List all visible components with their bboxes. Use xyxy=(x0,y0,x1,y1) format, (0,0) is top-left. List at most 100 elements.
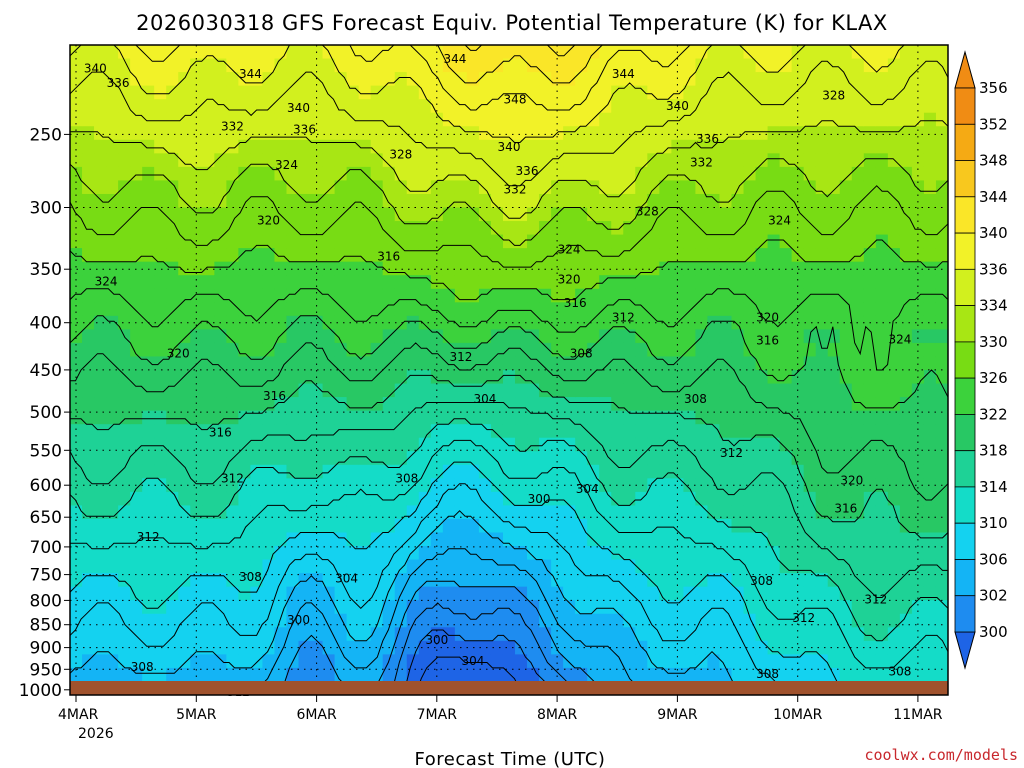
field-cell xyxy=(719,288,733,303)
field-cell xyxy=(346,600,360,615)
field-cell xyxy=(346,491,360,507)
field-cell xyxy=(130,45,143,60)
field-cell xyxy=(635,193,648,209)
field-cell xyxy=(94,573,107,588)
field-cell xyxy=(647,193,660,209)
field-cell xyxy=(490,397,504,412)
field-cell xyxy=(358,261,372,276)
field-cell xyxy=(418,126,432,141)
field-cell xyxy=(743,288,757,303)
field-cell xyxy=(142,546,155,561)
field-cell xyxy=(226,221,239,236)
field-cell xyxy=(911,153,925,168)
field-cell xyxy=(238,356,252,371)
field-cell xyxy=(863,654,877,669)
field-cell xyxy=(635,505,648,520)
field-cell xyxy=(923,193,937,209)
field-cell xyxy=(827,451,841,466)
field-cell xyxy=(527,288,540,303)
field-cell xyxy=(587,139,600,154)
field-cell xyxy=(611,464,624,479)
field-cell xyxy=(214,139,227,154)
field-cell xyxy=(334,518,348,534)
field-cell xyxy=(875,600,889,615)
field-cell xyxy=(863,180,877,195)
field-cell xyxy=(743,546,757,561)
field-cell xyxy=(767,532,781,547)
field-cell xyxy=(647,139,660,154)
field-cell xyxy=(647,275,660,290)
field-cell xyxy=(70,234,83,249)
field-cell xyxy=(863,139,877,154)
field-cell xyxy=(803,532,817,547)
field-cell xyxy=(94,356,107,371)
field-cell xyxy=(731,356,745,371)
field-cell xyxy=(827,72,841,87)
field-cell xyxy=(707,573,721,588)
field-cell xyxy=(382,383,396,398)
field-cell xyxy=(94,464,107,479)
field-cell xyxy=(851,383,865,398)
field-cell xyxy=(406,139,420,154)
field-cell xyxy=(214,424,227,439)
field-cell xyxy=(635,451,648,466)
field-cell xyxy=(695,397,709,412)
field-cell xyxy=(226,234,239,249)
colorbar-swatch xyxy=(954,559,976,597)
field-cell xyxy=(527,573,540,588)
field-cell xyxy=(731,600,745,615)
field-cell xyxy=(851,315,865,330)
field-cell xyxy=(394,126,408,141)
field-cell xyxy=(118,85,131,100)
field-cell xyxy=(587,559,600,574)
field-cell xyxy=(755,166,769,182)
field-cell xyxy=(262,221,276,236)
field-cell xyxy=(527,613,540,628)
field-cell xyxy=(731,166,745,182)
field-cell xyxy=(118,518,131,534)
field-cell xyxy=(406,72,420,87)
field-cell xyxy=(142,126,155,141)
field-cell xyxy=(94,397,107,412)
field-cell xyxy=(779,275,793,290)
field-cell xyxy=(743,193,757,209)
field-cell xyxy=(671,424,684,439)
field-cell xyxy=(406,573,420,588)
field-cell xyxy=(358,410,372,425)
field-cell xyxy=(442,180,456,195)
field-cell xyxy=(82,248,95,263)
field-cell xyxy=(130,180,143,195)
field-cell xyxy=(695,72,709,87)
field-cell xyxy=(94,72,107,87)
field-cell xyxy=(623,234,636,249)
field-cell xyxy=(779,654,793,669)
field-cell xyxy=(250,58,264,73)
field-cell xyxy=(875,613,889,628)
field-cell xyxy=(226,613,239,628)
field-cell xyxy=(442,356,456,371)
field-cell xyxy=(226,45,239,60)
field-cell xyxy=(731,491,745,507)
field-cell xyxy=(575,288,588,303)
field-cell xyxy=(502,153,516,168)
field-cell xyxy=(839,654,853,669)
field-cell xyxy=(851,424,865,439)
field-cell xyxy=(334,600,348,615)
field-cell xyxy=(142,424,155,439)
field-cell xyxy=(719,410,733,425)
field-cell xyxy=(142,139,155,154)
field-cell xyxy=(178,99,191,114)
field-cell xyxy=(70,640,83,655)
field-cell xyxy=(418,166,432,182)
field-cell xyxy=(214,546,227,561)
field-cell xyxy=(515,248,528,263)
field-cell xyxy=(575,99,588,114)
field-cell xyxy=(82,370,95,385)
field-cell xyxy=(539,667,552,683)
field-cell xyxy=(406,518,420,534)
field-cell xyxy=(94,221,107,236)
field-cell xyxy=(394,654,408,669)
field-cell xyxy=(382,153,396,168)
field-cell xyxy=(346,627,360,642)
field-cell xyxy=(418,424,432,439)
